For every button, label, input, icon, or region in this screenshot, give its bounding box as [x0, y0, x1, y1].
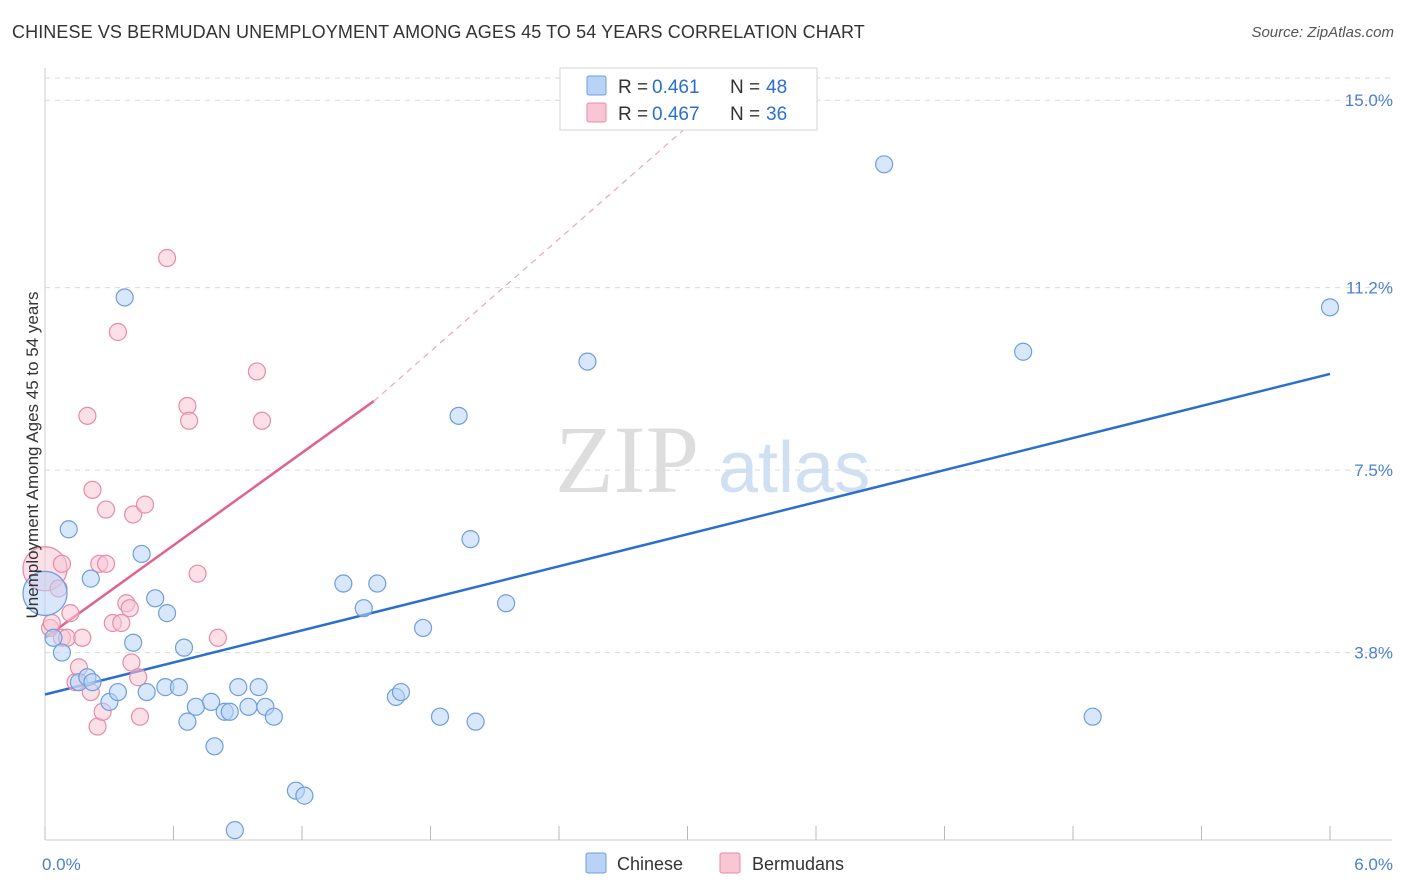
chinese-point — [578, 352, 597, 371]
series-legend: Chinese Bermudans — [585, 852, 844, 874]
bermudan-point — [96, 554, 116, 573]
chinese-point — [59, 520, 78, 539]
bermudan-r-label: R = — [618, 104, 648, 125]
chinese-point — [81, 569, 100, 588]
bermudan-point — [157, 248, 177, 268]
chinese-point — [413, 618, 433, 638]
watermark-zip: ZIP — [555, 406, 699, 513]
chinese-point — [249, 678, 268, 697]
bermudan-point — [120, 599, 139, 618]
chinese-point — [334, 574, 353, 593]
chinese-r-value: 0.461 — [652, 77, 700, 98]
grid-layer — [45, 77, 1392, 654]
chinese-n-label: N = — [730, 77, 760, 98]
bermudan-r-value: 0.467 — [652, 104, 700, 125]
y-tick-label: 11.2% — [1346, 279, 1393, 298]
chinese-point — [132, 544, 151, 564]
chinese-point — [83, 673, 102, 692]
chinese-point — [225, 821, 244, 840]
legend-bermudan-swatch — [719, 852, 741, 874]
chinese-point — [137, 682, 156, 702]
chinese-point — [430, 707, 450, 726]
chinese-point — [202, 692, 221, 712]
y-tick-label: 15.0% — [1345, 91, 1393, 110]
bermudan-point — [83, 480, 102, 499]
bermudan-point — [208, 628, 228, 647]
bermudan-point — [61, 604, 80, 623]
chinese-point — [239, 697, 258, 716]
chinese-point — [391, 682, 411, 702]
chinese-point — [22, 570, 68, 616]
bermudan-point — [135, 495, 155, 514]
x-tick-label: 6.0% — [1354, 855, 1393, 874]
chinese-point — [449, 406, 468, 425]
chinese-point — [1320, 298, 1340, 317]
chinese-point — [178, 712, 197, 731]
chinese-n-value: 48 — [766, 77, 787, 98]
bermudan-point — [129, 668, 148, 687]
bermudan-point — [112, 613, 131, 633]
chinese-point — [295, 786, 314, 805]
chinese-point — [186, 697, 205, 716]
bermudan-point — [108, 322, 127, 342]
bermudan-point — [188, 564, 207, 583]
chinese-point — [497, 594, 516, 613]
y-tick-label: 3.8% — [1354, 644, 1393, 663]
bermudan-point — [52, 554, 72, 573]
chinese-point — [52, 643, 72, 662]
watermark: ZIP atlas — [555, 406, 870, 513]
chinese-point — [354, 599, 373, 618]
stats-legend: R = 0.461 N = 48 R = 0.467 N = 36 — [559, 67, 818, 131]
chinese-point — [875, 155, 894, 174]
chinese-trend-line — [44, 372, 1331, 696]
bermudan-point — [247, 362, 267, 381]
bermudan-swatch — [586, 102, 607, 123]
chinese-point — [1083, 707, 1102, 726]
bermudan-point — [252, 411, 272, 430]
chinese-point — [264, 707, 283, 726]
chinese-point — [174, 638, 194, 657]
chinese-point — [461, 530, 480, 549]
legend-bermudan-label: Bermudans — [752, 854, 844, 874]
bermudan-trend-line — [44, 400, 375, 639]
chinese-point — [115, 288, 134, 307]
chinese-point — [146, 589, 165, 608]
x-tick-label: 0.0% — [42, 855, 81, 874]
axis-layer: 3.8% 7.5% 11.2% 15.0% 0.0% 6.0% — [42, 68, 1393, 874]
bermudan-point — [179, 411, 199, 430]
points-layer — [22, 155, 1340, 840]
legend-chinese-swatch — [585, 852, 607, 874]
bermudan-n-value: 36 — [766, 104, 787, 125]
chinese-point — [229, 678, 248, 697]
chinese-point — [157, 604, 177, 623]
chinese-point — [44, 628, 63, 647]
bermudan-point — [78, 406, 97, 425]
chinese-r-label: R = — [618, 77, 648, 98]
bermudan-point — [73, 628, 92, 647]
chinese-point — [108, 682, 127, 702]
bermudan-point — [130, 707, 150, 726]
source-label: Source: ZipAtlas.com — [1251, 24, 1394, 41]
bermudan-point — [124, 505, 143, 524]
trend-layer — [44, 109, 1331, 696]
bermudan-point — [122, 653, 141, 672]
y-axis-label: Unemployment Among Ages 45 to 54 years — [23, 292, 42, 619]
chinese-point — [220, 702, 239, 721]
chinese-point — [1014, 342, 1033, 361]
bermudan-point — [96, 500, 116, 519]
chinese-swatch — [586, 75, 607, 96]
chinese-point — [466, 712, 485, 731]
chinese-point — [205, 737, 224, 756]
y-tick-label: 7.5% — [1354, 461, 1393, 480]
chinese-point — [124, 633, 143, 652]
chart-title: CHINESE VS BERMUDAN UNEMPLOYMENT AMONG A… — [12, 22, 865, 42]
watermark-atlas: atlas — [718, 428, 870, 508]
chinese-point — [368, 574, 387, 593]
legend-chinese-label: Chinese — [617, 854, 683, 874]
chinese-point — [169, 678, 189, 697]
bermudan-n-label: N = — [730, 104, 760, 125]
bermudan-trend-extension — [373, 109, 707, 402]
